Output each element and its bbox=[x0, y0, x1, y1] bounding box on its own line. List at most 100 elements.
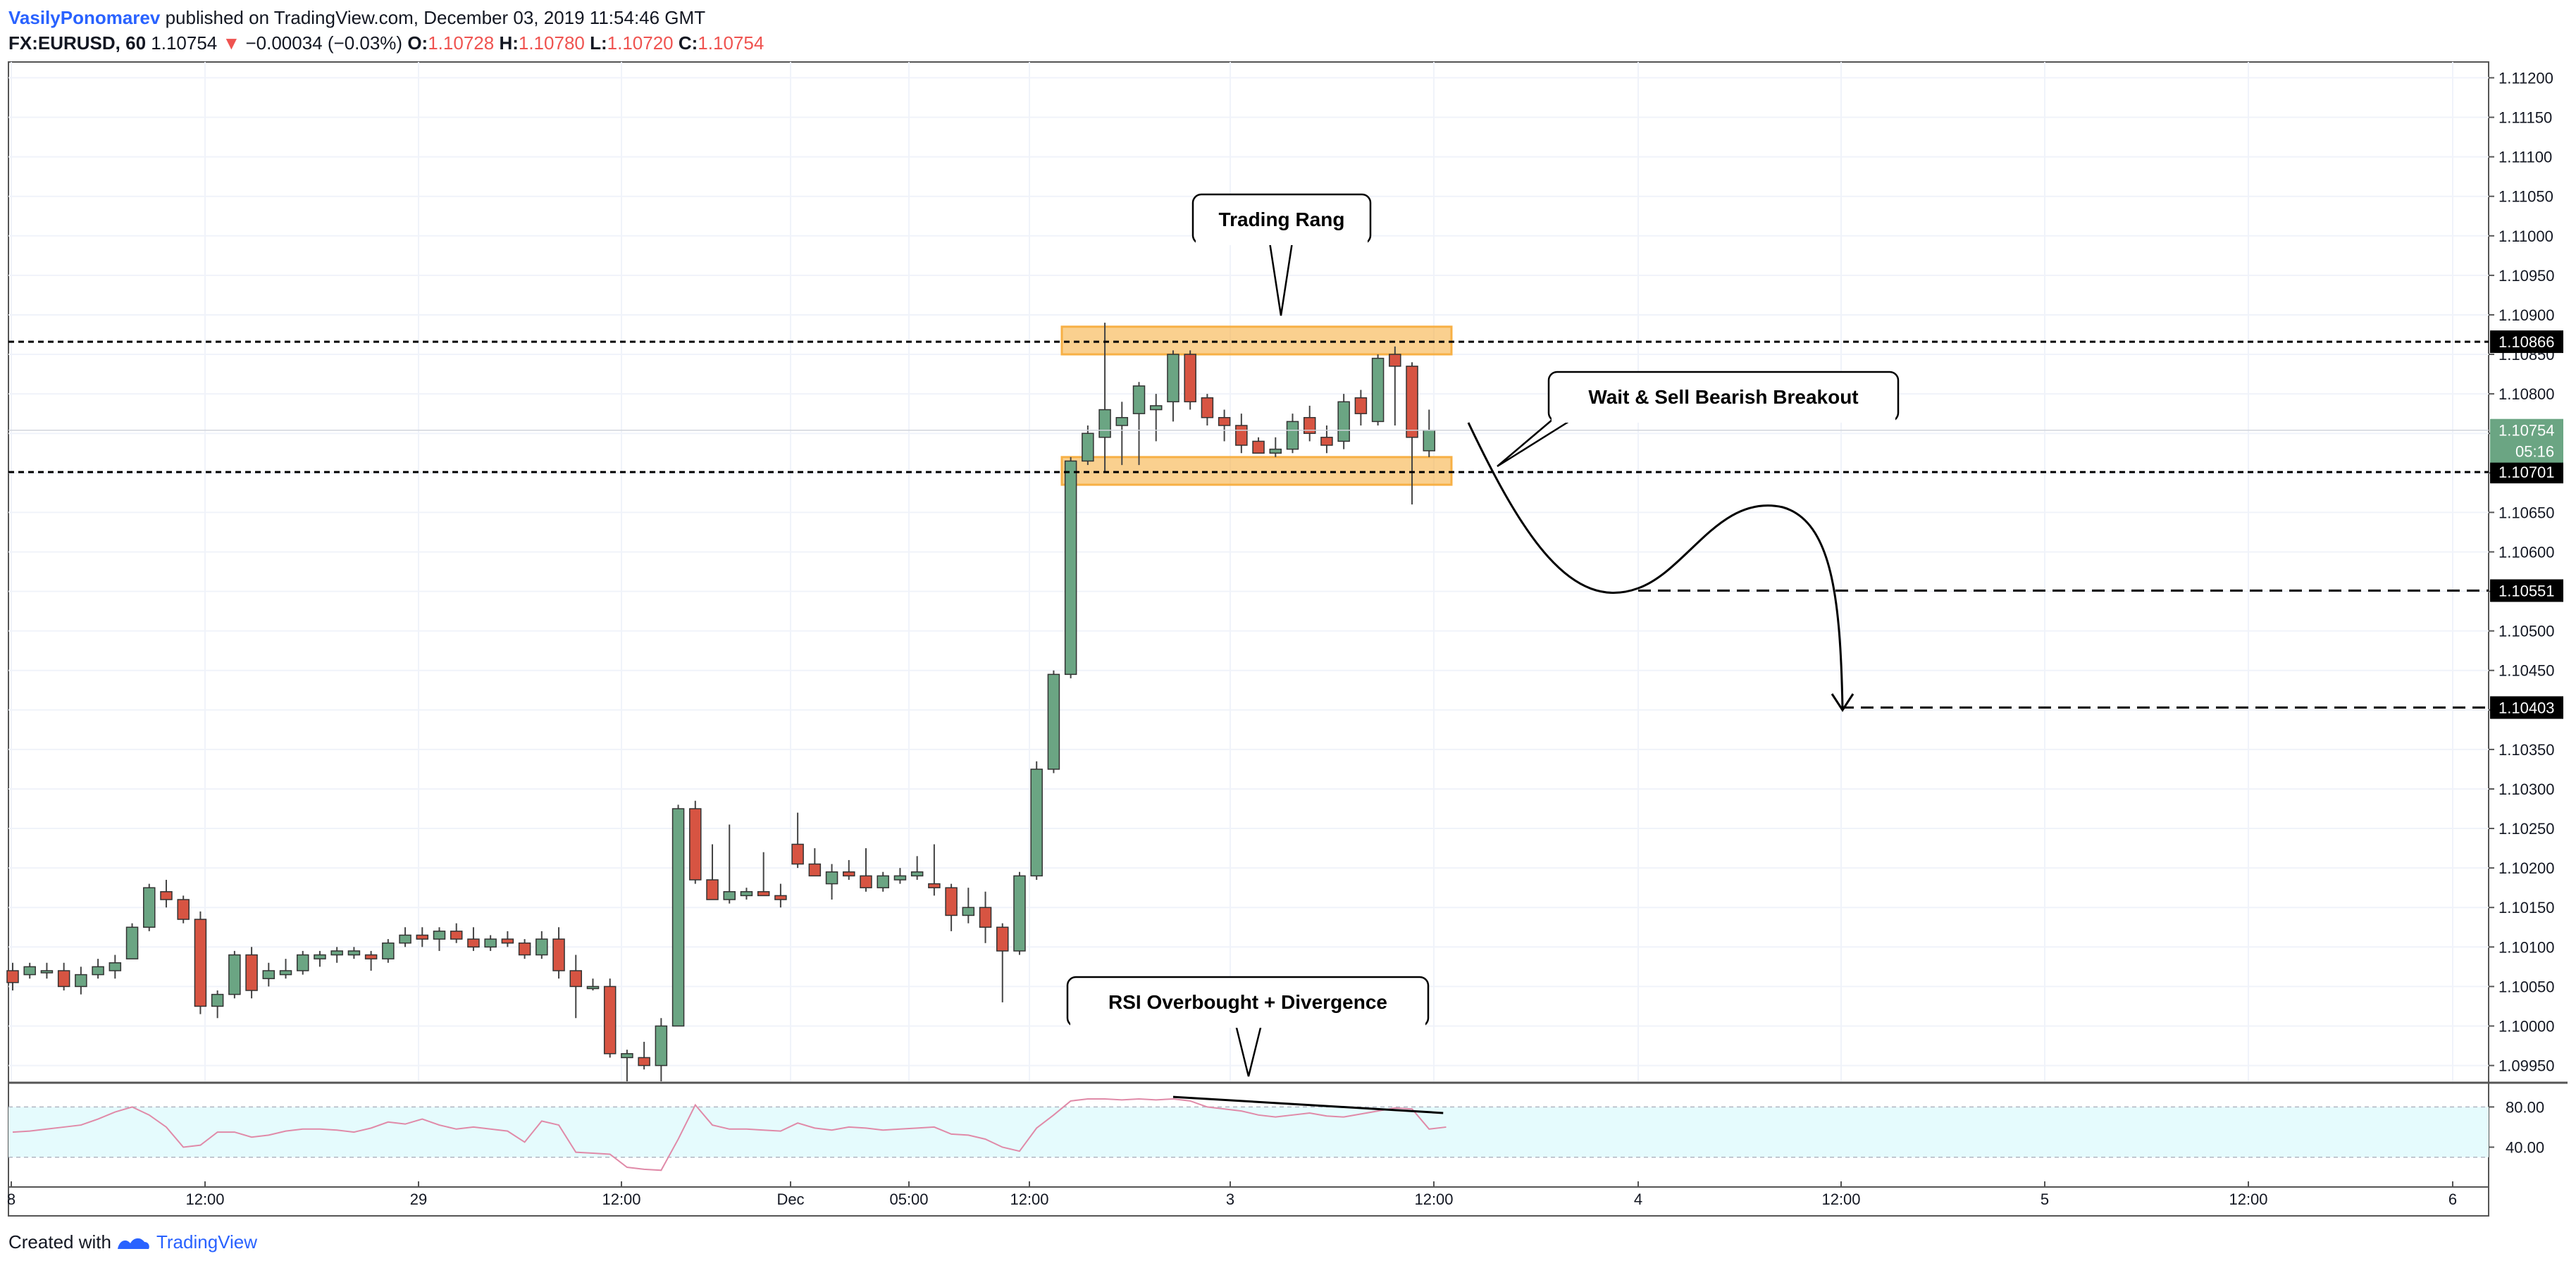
candle bbox=[177, 895, 190, 924]
price-levels bbox=[8, 340, 2489, 709]
rsi-tick-label: 80.00 bbox=[2506, 1098, 2544, 1116]
low-value: 1.10720 bbox=[607, 32, 674, 54]
time-tick-label: 12:00 bbox=[2229, 1191, 2267, 1208]
down-arrow-icon: ▼ bbox=[222, 32, 241, 54]
candle bbox=[791, 812, 804, 869]
high-value: 1.10780 bbox=[518, 32, 585, 54]
price-badge-text: 1.10701 bbox=[2498, 464, 2555, 481]
candle-body bbox=[245, 954, 258, 991]
candle-body bbox=[177, 899, 190, 920]
candle bbox=[382, 939, 395, 963]
candle-body bbox=[1389, 354, 1401, 367]
candle-body bbox=[1030, 769, 1043, 877]
candle-body bbox=[211, 993, 224, 1007]
candle bbox=[279, 959, 292, 979]
close-label: C: bbox=[678, 32, 698, 54]
candle bbox=[569, 955, 583, 1019]
current-price-badge bbox=[2490, 418, 2563, 463]
time-tick-label: 12:00 bbox=[1821, 1191, 1860, 1208]
candle bbox=[211, 990, 224, 1019]
publish-line: VasilyPonomarev published on TradingView… bbox=[8, 7, 705, 29]
candle-body bbox=[314, 954, 326, 959]
candle-body bbox=[109, 962, 122, 971]
candle bbox=[23, 962, 36, 979]
candle-body bbox=[1320, 437, 1333, 446]
tradingview-logo-icon bbox=[118, 1238, 149, 1249]
projected-path bbox=[1467, 422, 1844, 709]
candle bbox=[416, 927, 429, 947]
candle bbox=[109, 955, 122, 979]
candle-body bbox=[928, 883, 941, 888]
candle bbox=[125, 923, 139, 959]
candle bbox=[1406, 362, 1418, 505]
candle bbox=[1167, 350, 1179, 422]
candle bbox=[1286, 414, 1299, 454]
candle bbox=[910, 856, 924, 880]
time-tick-label: 29 bbox=[410, 1191, 427, 1208]
candle bbox=[330, 947, 343, 963]
candle-body bbox=[160, 891, 173, 900]
candle-body bbox=[877, 875, 889, 888]
tradingview-brand[interactable]: TradingView bbox=[156, 1231, 258, 1253]
candle bbox=[774, 883, 787, 908]
candle bbox=[347, 947, 361, 959]
candle bbox=[92, 959, 104, 979]
time-tick-label: 12:00 bbox=[1414, 1191, 1453, 1208]
price-tick-label: 1.10150 bbox=[2498, 899, 2555, 916]
time-tick-label: 12:00 bbox=[1010, 1191, 1048, 1208]
candles bbox=[6, 323, 1436, 1081]
candle-body bbox=[262, 970, 275, 979]
candle-body bbox=[1303, 417, 1316, 434]
candle bbox=[1389, 346, 1401, 425]
candle bbox=[877, 871, 889, 892]
last-price: 1.10754 bbox=[151, 32, 218, 54]
rsi-band-fill bbox=[8, 1107, 2489, 1157]
candle bbox=[723, 824, 736, 904]
author-link[interactable]: VasilyPonomarev bbox=[8, 7, 161, 28]
time-tick-label: 3 bbox=[1226, 1191, 1234, 1208]
candle-body bbox=[996, 926, 1009, 952]
rsi-pane: 80.00 40.00 bbox=[8, 1095, 2544, 1171]
candle bbox=[1132, 382, 1146, 466]
candle-body bbox=[501, 938, 514, 944]
candle bbox=[1354, 390, 1368, 425]
callout-text: Trading Rang bbox=[1219, 209, 1345, 230]
candle bbox=[57, 962, 70, 991]
candle bbox=[364, 950, 378, 971]
candle bbox=[808, 848, 822, 877]
candle bbox=[603, 978, 617, 1058]
candle-body bbox=[92, 966, 104, 976]
candle bbox=[1252, 437, 1265, 454]
candle-body bbox=[1252, 440, 1265, 454]
price-badge bbox=[2490, 579, 2563, 602]
candle-body bbox=[1149, 405, 1163, 411]
candle-body bbox=[689, 808, 702, 881]
candle-body bbox=[979, 907, 992, 928]
candle-body bbox=[945, 887, 958, 916]
candle-body bbox=[1013, 875, 1026, 952]
candle-body bbox=[75, 974, 87, 988]
candle bbox=[706, 844, 719, 900]
candle-body bbox=[416, 934, 429, 940]
candle-body bbox=[893, 875, 907, 881]
price-tick-label: 1.10300 bbox=[2498, 781, 2555, 798]
candle bbox=[6, 962, 19, 991]
candle bbox=[245, 947, 258, 999]
candle-body bbox=[1115, 417, 1129, 426]
callout-mask bbox=[1196, 240, 1368, 245]
price-tick-label: 1.10800 bbox=[2498, 385, 2555, 403]
candle bbox=[1218, 409, 1231, 442]
candle-body bbox=[194, 919, 207, 1007]
candle bbox=[1013, 871, 1026, 955]
candle-body bbox=[843, 871, 855, 877]
candle bbox=[433, 927, 446, 951]
candle-body bbox=[1406, 366, 1418, 438]
low-label: L: bbox=[590, 32, 607, 54]
callout-mask bbox=[1070, 1022, 1425, 1028]
candle bbox=[484, 935, 497, 951]
ohlc-line: FX:EURUSD, 60 1.10754 ▼ −0.00034 (−0.03%… bbox=[8, 32, 764, 54]
candle bbox=[621, 1050, 633, 1081]
candle-body bbox=[433, 931, 446, 940]
rsi-divergence-callout: RSI Overbought + Divergence bbox=[1066, 976, 1430, 1077]
